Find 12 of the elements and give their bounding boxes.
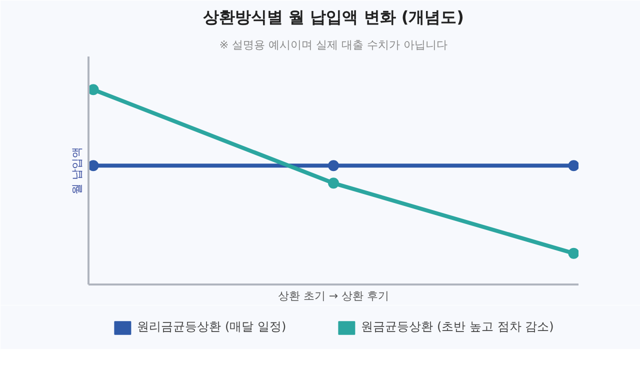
legend-label: 원금균등상환 (초반 높고 점차 감소): [361, 318, 554, 336]
legend-label: 원리금균등상환 (매달 일정): [137, 318, 286, 336]
point: [88, 160, 99, 172]
chart-title: 상환방식별 월 납입액 변화 (개념도): [203, 8, 464, 26]
point: [88, 84, 99, 96]
point: [328, 178, 339, 189]
point: [568, 248, 578, 259]
chart-subtitle: ※ 설명용 예시이며 실제 대출 수치가 아닙니다: [219, 38, 448, 52]
y-axis-title: 월 납입액: [70, 146, 84, 194]
point: [328, 160, 339, 172]
x-axis-title: 상환 초기 → 상환 후기: [278, 290, 390, 302]
point: [568, 160, 578, 172]
